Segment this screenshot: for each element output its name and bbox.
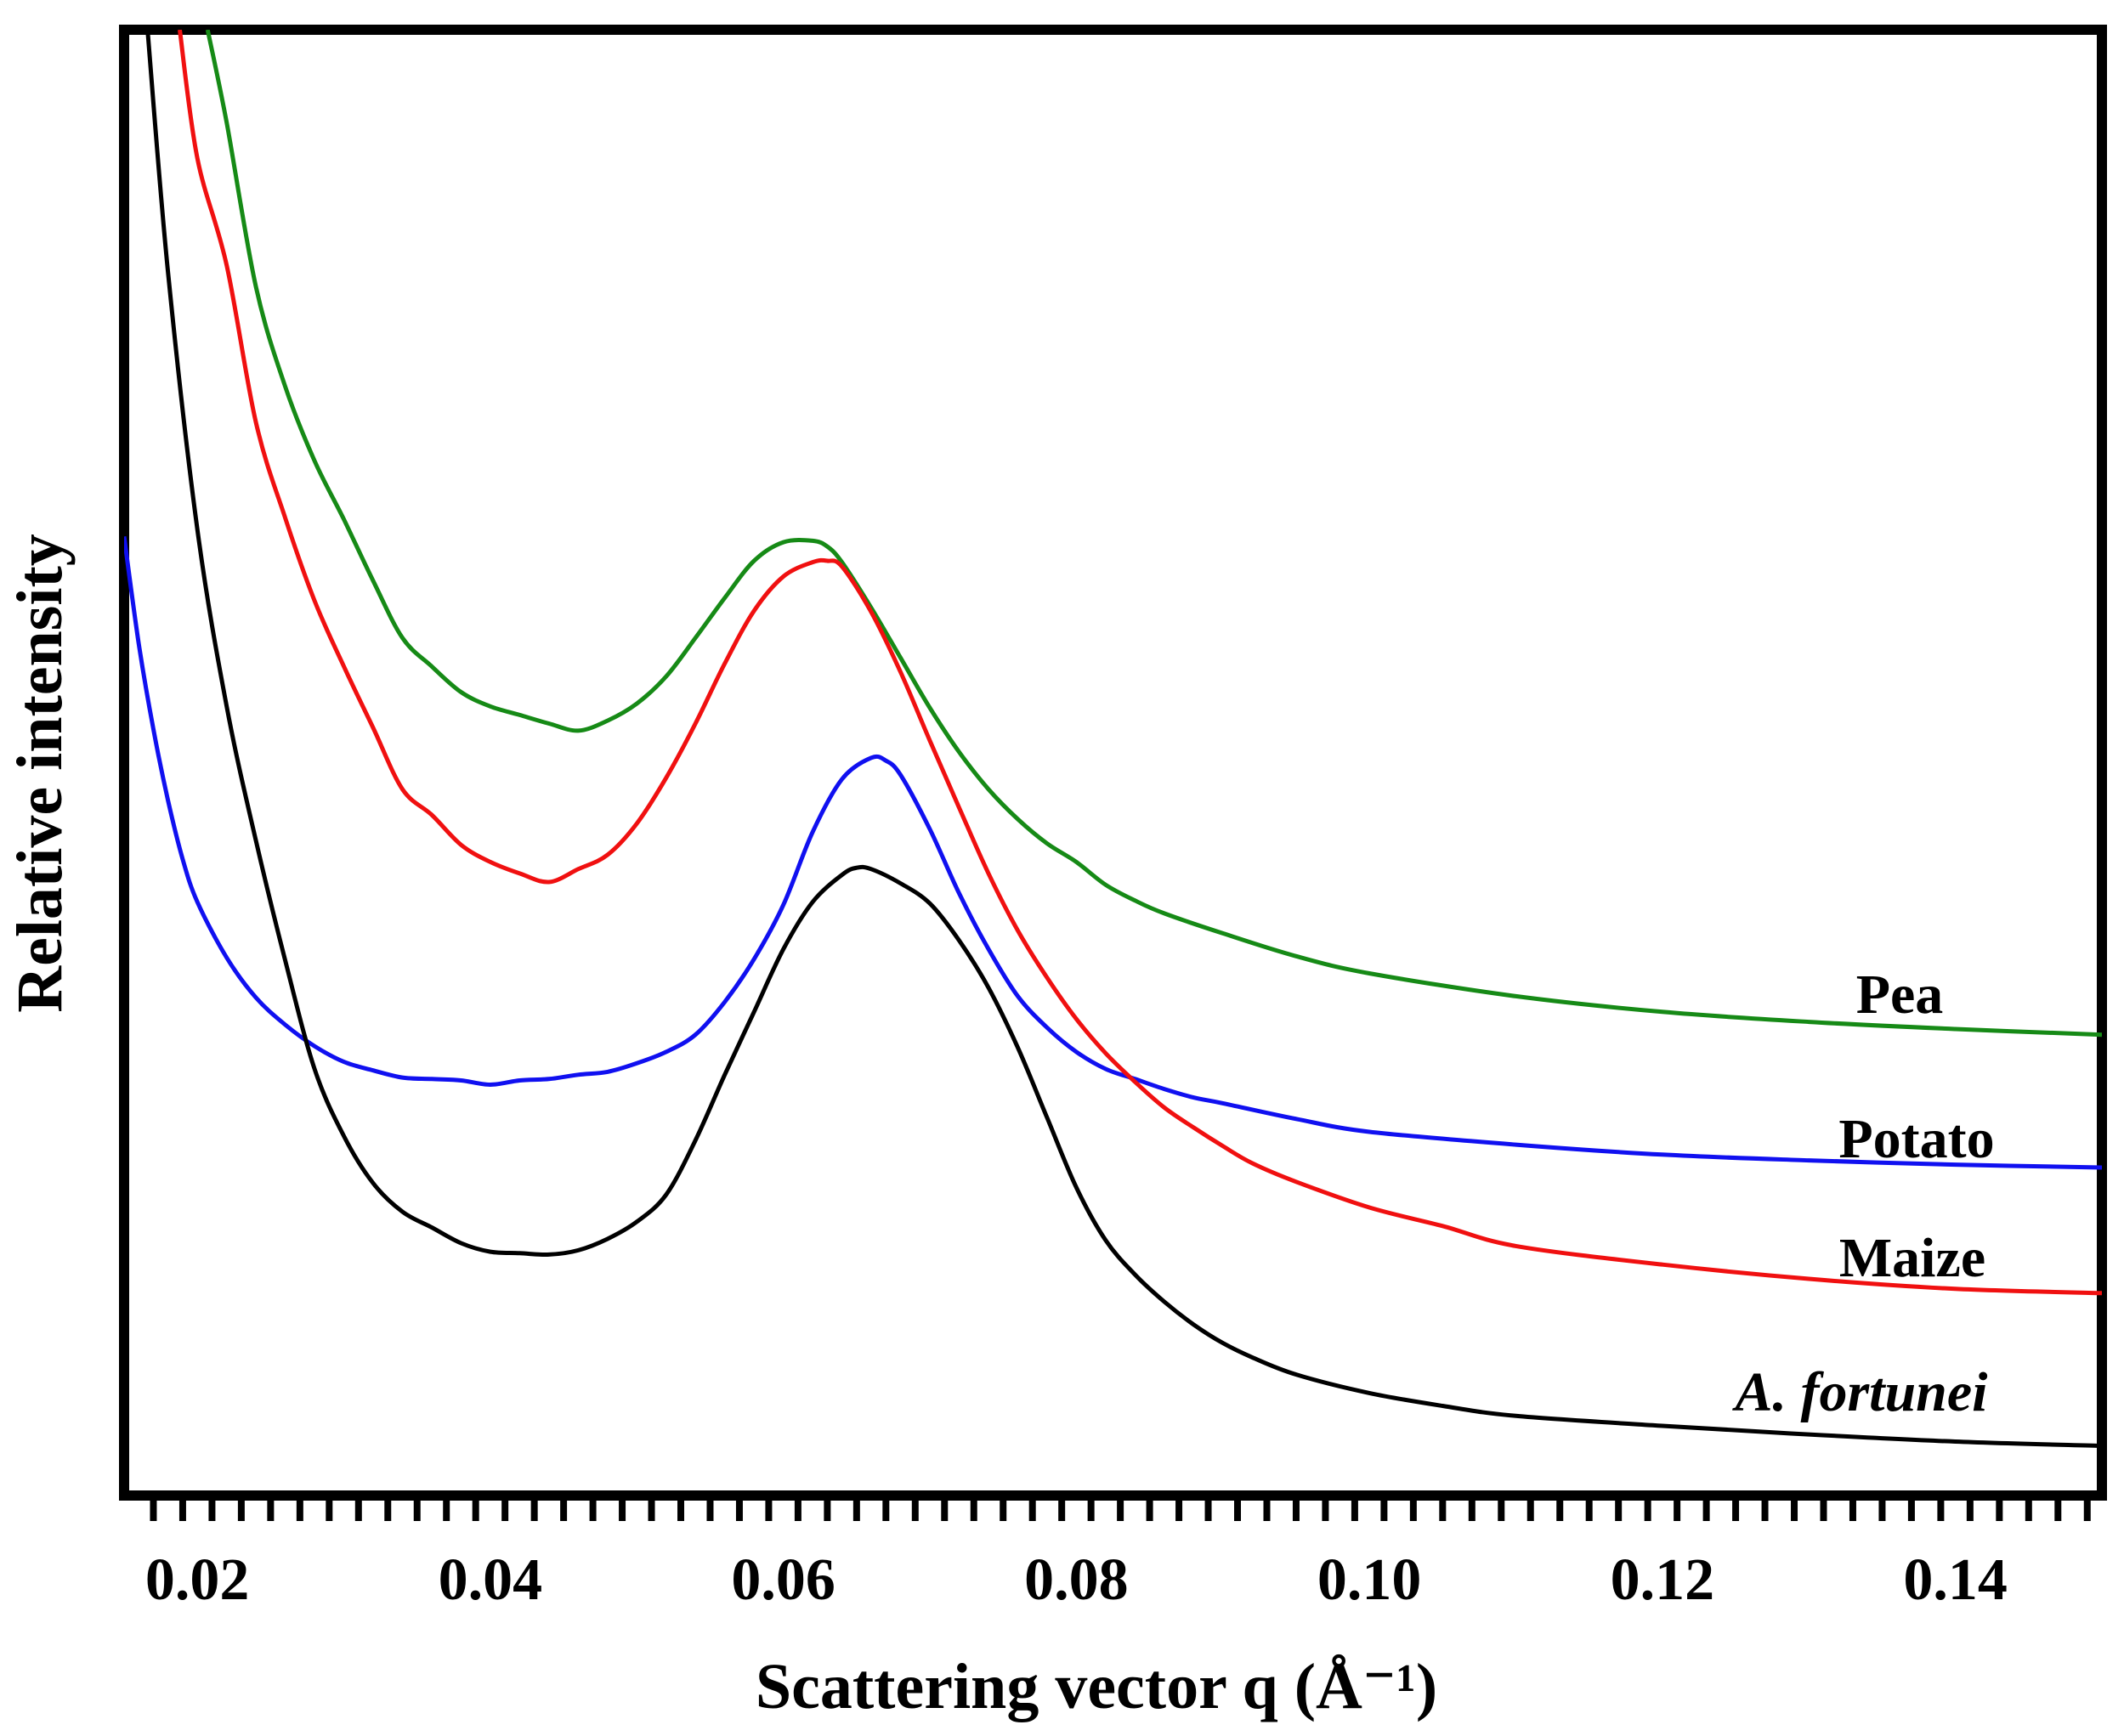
x-tick-label: 0.08 <box>1024 1547 1129 1613</box>
x-tick-label: 0.04 <box>439 1547 543 1613</box>
series-label-pea: Pea <box>1856 964 1944 1026</box>
x-tick-label: 0.02 <box>145 1547 250 1613</box>
x-tick-label: 0.10 <box>1317 1547 1422 1613</box>
series-labels: Pea Potato Maize A. fortunei <box>1731 964 1994 1423</box>
x-axis-ticks <box>150 1496 2091 1521</box>
x-tick-label: 0.14 <box>1903 1547 2008 1613</box>
x-tick-label: 0.06 <box>731 1547 835 1613</box>
y-axis-title: Relative intensity <box>4 534 76 1013</box>
series-label-a-fortunei: A. fortunei <box>1731 1361 1988 1423</box>
series-label-maize: Maize <box>1839 1227 1985 1289</box>
plot-frame <box>119 25 2107 1501</box>
x-tick-label: 0.12 <box>1611 1547 1715 1613</box>
x-axis-title: Scattering vector q (Å⁻¹) <box>756 1651 1437 1722</box>
series-line-a-fortunei <box>145 30 2102 1449</box>
x-axis-tick-labels: 0.02 0.04 0.06 0.08 0.10 0.12 0.14 <box>145 1547 2008 1613</box>
series-line-pea <box>205 30 2102 1038</box>
series-line-maize <box>178 30 2102 1296</box>
series-label-potato: Potato <box>1838 1108 1994 1170</box>
series-line-potato <box>124 536 2102 1170</box>
chart-curves <box>124 30 2102 1449</box>
